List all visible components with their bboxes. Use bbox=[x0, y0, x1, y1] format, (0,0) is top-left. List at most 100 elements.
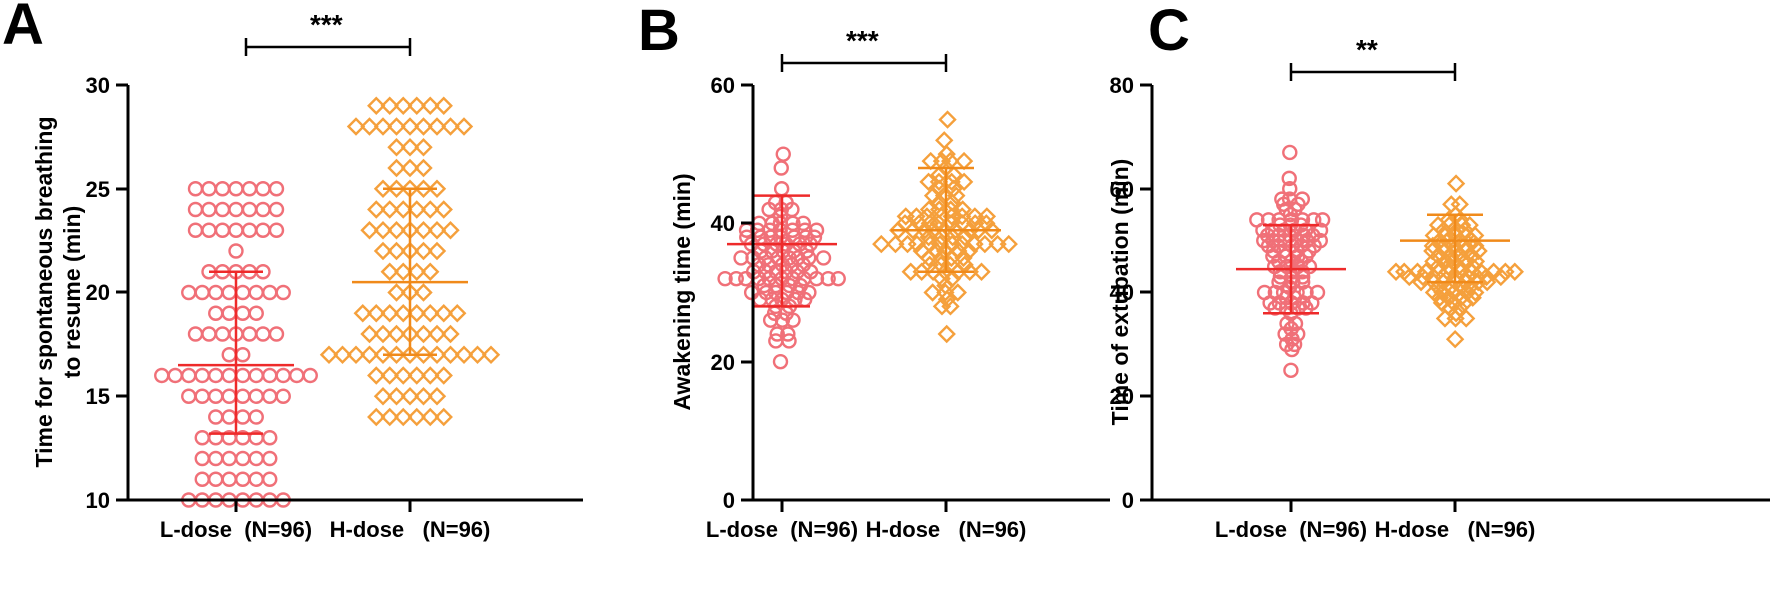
y-axis-label-b: Awakening time (min) bbox=[669, 173, 695, 410]
circle-marker bbox=[820, 270, 836, 287]
diamond-marker bbox=[434, 200, 453, 219]
y-tick-label: 60 bbox=[711, 73, 735, 98]
x-category-label: H-dose (N=96) bbox=[330, 517, 491, 542]
circle-marker bbox=[228, 222, 244, 238]
circle-marker bbox=[262, 471, 278, 487]
x-category-label: L-dose (N=96) bbox=[706, 517, 858, 542]
y-tick-label: 20 bbox=[1110, 384, 1134, 409]
y-tick-label: 40 bbox=[1110, 280, 1134, 305]
diamond-marker bbox=[407, 96, 426, 115]
circle-marker bbox=[208, 450, 224, 467]
diamond-marker bbox=[441, 324, 460, 344]
diamond-marker bbox=[481, 345, 501, 364]
y-axis-label-a-line2: to resume (min) bbox=[59, 206, 85, 379]
circle-marker bbox=[208, 284, 224, 301]
circle-marker bbox=[1298, 284, 1314, 301]
diamond-marker bbox=[427, 324, 447, 344]
diamond-marker bbox=[454, 345, 474, 364]
circle-marker bbox=[181, 284, 197, 301]
circle-marker bbox=[214, 222, 231, 238]
diamond-marker bbox=[441, 345, 460, 364]
panel-b: B *** 0 20 40 60 L-dose (N=96) H-dose (N… bbox=[638, 0, 1110, 542]
diamond-marker bbox=[407, 407, 426, 427]
mean-sd-errorbar bbox=[1400, 213, 1510, 284]
circle-marker bbox=[208, 409, 224, 425]
diamond-marker bbox=[935, 262, 955, 281]
circle-marker bbox=[262, 388, 278, 404]
diamond-marker bbox=[414, 138, 433, 157]
diamond-marker bbox=[380, 96, 399, 115]
circle-marker bbox=[201, 326, 217, 342]
diamond-marker bbox=[937, 324, 956, 344]
diamond-marker bbox=[1466, 236, 1485, 256]
circle-marker bbox=[221, 305, 237, 321]
panel-a: A *** 10 15 20 25 30 L-dose (N=96) H-dos… bbox=[2, 0, 583, 542]
y-tick-label: 25 bbox=[86, 177, 110, 202]
circle-marker bbox=[187, 201, 204, 218]
circle-marker bbox=[167, 367, 183, 384]
circle-marker bbox=[208, 388, 224, 404]
diamond-marker bbox=[387, 179, 406, 198]
diamond-marker bbox=[421, 304, 440, 323]
diamond-marker bbox=[380, 407, 399, 427]
circle-marker bbox=[221, 450, 237, 467]
x-ticks-a bbox=[234, 500, 412, 512]
significance-b: *** bbox=[846, 25, 879, 56]
diamond-marker bbox=[1443, 252, 1463, 271]
diamond-marker bbox=[454, 117, 474, 136]
diamond-marker bbox=[1450, 298, 1469, 318]
diamond-marker bbox=[387, 241, 406, 261]
circle-marker bbox=[808, 222, 825, 238]
circle-marker bbox=[773, 181, 790, 197]
diamond-marker bbox=[380, 262, 399, 281]
circle-marker bbox=[262, 284, 278, 301]
circle-marker bbox=[187, 222, 204, 238]
diamond-marker bbox=[1463, 288, 1482, 307]
diamond-marker bbox=[1386, 262, 1406, 281]
circle-marker bbox=[255, 222, 271, 238]
circle-marker bbox=[194, 471, 210, 487]
diamond-marker bbox=[380, 200, 399, 219]
circle-marker bbox=[228, 201, 244, 218]
diamond-marker bbox=[441, 221, 460, 240]
circle-marker bbox=[235, 367, 251, 384]
diamond-marker bbox=[427, 117, 447, 136]
diamond-marker bbox=[346, 345, 366, 364]
x-ticks-c bbox=[1289, 500, 1457, 512]
circle-marker bbox=[772, 208, 789, 225]
diamond-marker bbox=[387, 324, 406, 344]
diamond-marker bbox=[1446, 304, 1466, 323]
mean-sd-errorbar bbox=[1236, 223, 1346, 315]
circle-marker bbox=[775, 146, 791, 162]
diamond-marker bbox=[373, 345, 393, 364]
diamond-marker bbox=[360, 324, 379, 344]
circle-marker bbox=[214, 181, 231, 197]
y-tick-label: 10 bbox=[86, 488, 110, 513]
circle-marker bbox=[717, 270, 733, 287]
diamond-marker bbox=[414, 241, 433, 261]
y-tick-label: 60 bbox=[1110, 177, 1134, 202]
significance-bar-a bbox=[244, 38, 412, 56]
diamond-marker bbox=[448, 304, 467, 323]
circle-marker bbox=[780, 326, 796, 342]
diamond-marker bbox=[387, 221, 406, 240]
circle-marker bbox=[268, 181, 285, 197]
diamond-marker bbox=[954, 172, 974, 192]
circle-marker bbox=[228, 181, 244, 197]
diamond-marker bbox=[407, 304, 426, 323]
diamond-marker bbox=[923, 283, 942, 302]
diamond-marker bbox=[1462, 246, 1482, 266]
circle-marker bbox=[1274, 191, 1290, 207]
circle-marker bbox=[275, 367, 291, 384]
diamond-marker bbox=[373, 241, 393, 261]
diamond-marker bbox=[999, 234, 1018, 254]
diamond-marker bbox=[380, 366, 399, 385]
circle-marker bbox=[235, 471, 251, 487]
panel-letter-c: C bbox=[1148, 0, 1190, 63]
diamond-marker bbox=[982, 221, 1001, 240]
diamond-marker bbox=[333, 345, 352, 364]
diamond-marker bbox=[1446, 174, 1466, 193]
circle-marker bbox=[1256, 284, 1273, 301]
plot-area-b bbox=[717, 110, 1018, 370]
diamond-marker bbox=[953, 200, 972, 219]
